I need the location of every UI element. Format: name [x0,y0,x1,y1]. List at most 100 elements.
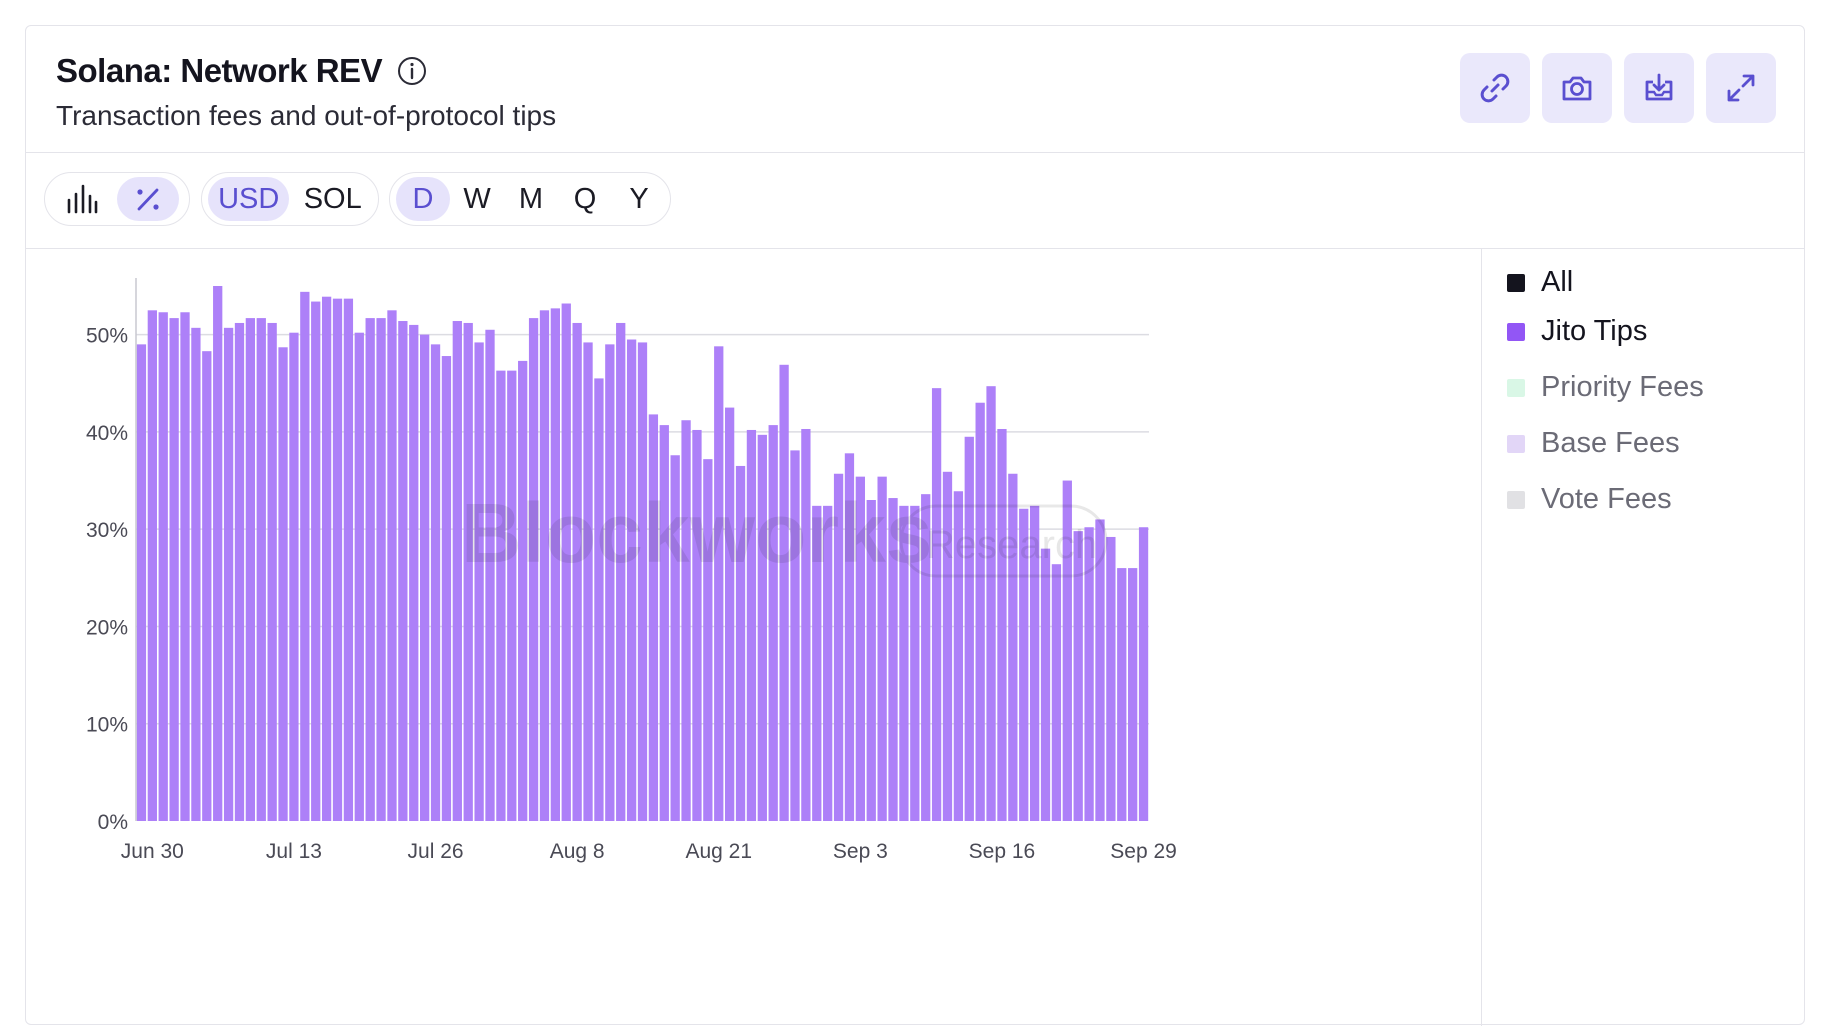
bar[interactable] [921,494,931,821]
percent-mode-button[interactable] [117,177,179,221]
download-button[interactable] [1624,53,1694,123]
bar[interactable] [823,505,833,821]
bar[interactable] [866,500,876,821]
bar[interactable] [365,318,375,821]
bar[interactable] [528,318,539,821]
bar[interactable] [1040,548,1051,821]
bar[interactable] [387,310,397,821]
bar[interactable] [485,329,495,821]
bar[interactable] [300,291,310,822]
bar[interactable] [343,298,354,821]
bar[interactable] [550,308,560,821]
bar[interactable] [583,342,593,821]
bar[interactable] [746,429,757,821]
bar[interactable] [877,476,887,821]
bar[interactable] [507,370,517,821]
bar[interactable] [202,351,212,821]
bar[interactable] [670,455,680,821]
legend-item-jito-tips[interactable]: Jito Tips [1507,315,1647,348]
bar[interactable] [790,450,800,821]
bar[interactable] [1095,519,1105,821]
legend-item-base-fees[interactable]: Base Fees [1507,427,1680,460]
bar[interactable] [997,428,1007,821]
bar[interactable] [714,346,724,821]
bar[interactable] [953,491,964,821]
copy-link-button[interactable] [1460,53,1530,123]
bar[interactable] [1128,568,1138,821]
bar[interactable] [169,318,179,821]
period-q-button[interactable]: Q [573,182,597,215]
bar[interactable] [213,286,223,821]
period-w-button[interactable]: W [463,182,491,215]
bar[interactable] [724,407,735,821]
bar[interactable] [289,332,299,821]
bar[interactable] [136,344,147,821]
expand-button[interactable] [1706,53,1776,123]
bar[interactable] [844,453,855,821]
bar[interactable] [1008,473,1018,821]
bar[interactable] [572,322,582,821]
bar[interactable] [409,324,419,821]
bar[interactable] [1029,505,1040,821]
bar[interactable] [1138,527,1149,821]
legend-item-priority-fees[interactable]: Priority Fees [1507,371,1704,404]
bar[interactable] [234,322,245,821]
bar[interactable] [1084,527,1094,821]
bar[interactable] [910,505,920,821]
bar[interactable] [888,498,898,821]
bar[interactable] [899,505,909,821]
bar[interactable] [158,312,168,821]
bar[interactable] [539,310,550,821]
bar[interactable] [223,327,234,821]
bar[interactable] [1019,508,1029,821]
bar[interactable] [420,334,430,821]
bar[interactable] [430,344,441,821]
bar[interactable] [245,318,256,821]
bar[interactable] [692,429,702,821]
legend-item-vote-fees[interactable]: Vote Fees [1507,483,1672,516]
bar[interactable] [561,303,571,821]
bar[interactable] [518,360,528,821]
period-d-button[interactable]: D [396,177,450,221]
bar[interactable] [496,370,506,821]
bar[interactable] [311,301,321,821]
currency-sol-button[interactable]: SOL [303,182,362,215]
legend-item-all[interactable]: All [1507,266,1573,299]
bar[interactable] [768,425,778,821]
bar-mode-button[interactable] [51,177,113,221]
bar[interactable] [964,436,974,821]
bar[interactable] [594,378,604,821]
bar[interactable] [332,298,343,821]
bar[interactable] [398,321,408,821]
currency-usd-button[interactable]: USD [208,177,290,221]
bar[interactable] [703,459,713,821]
info-icon[interactable] [396,55,428,87]
bar[interactable] [278,347,288,821]
bar[interactable] [605,344,615,821]
bar[interactable] [986,386,996,821]
bar[interactable] [681,420,691,821]
bar[interactable] [1051,564,1062,821]
bar[interactable] [942,471,953,821]
bar[interactable] [931,388,942,821]
bar[interactable] [659,425,669,821]
bar[interactable] [1106,536,1116,821]
bar[interactable] [616,322,626,821]
bar[interactable] [735,465,746,821]
bar[interactable] [801,428,811,821]
bar[interactable] [975,402,985,821]
bar[interactable] [1062,480,1072,821]
bar[interactable] [191,327,201,821]
period-y-button[interactable]: Y [629,182,649,215]
bar[interactable] [376,318,386,821]
bar[interactable] [1117,568,1127,821]
bar[interactable] [626,339,637,822]
bar[interactable] [256,318,266,821]
bar[interactable] [441,356,452,821]
bar[interactable] [321,296,332,821]
bar[interactable] [757,434,767,821]
bar[interactable] [267,322,277,821]
bar[interactable] [779,364,789,821]
period-m-button[interactable]: M [518,182,544,215]
bar[interactable] [648,414,659,821]
